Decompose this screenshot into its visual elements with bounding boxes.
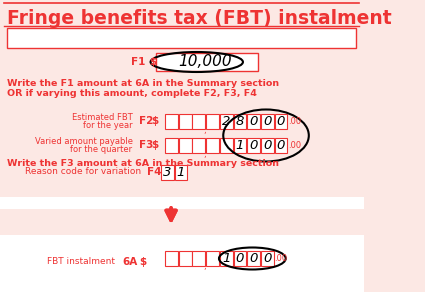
FancyBboxPatch shape xyxy=(165,138,178,153)
Text: 1: 1 xyxy=(222,252,230,265)
Text: FBT instalment: FBT instalment xyxy=(48,258,116,267)
FancyBboxPatch shape xyxy=(193,114,205,129)
FancyBboxPatch shape xyxy=(220,138,232,153)
FancyBboxPatch shape xyxy=(7,28,356,48)
FancyBboxPatch shape xyxy=(233,138,246,153)
FancyBboxPatch shape xyxy=(206,138,219,153)
FancyBboxPatch shape xyxy=(247,114,260,129)
Text: 6A: 6A xyxy=(122,257,138,267)
FancyBboxPatch shape xyxy=(0,197,363,209)
FancyBboxPatch shape xyxy=(0,235,363,292)
Text: $: $ xyxy=(150,57,157,67)
FancyBboxPatch shape xyxy=(261,114,274,129)
Text: $: $ xyxy=(151,116,159,126)
Text: F1: F1 xyxy=(131,57,145,67)
Text: 10,000: 10,000 xyxy=(178,55,232,69)
Text: ,: , xyxy=(203,263,206,272)
FancyBboxPatch shape xyxy=(261,251,274,266)
Text: 1: 1 xyxy=(236,139,244,152)
Text: Reason code for variation: Reason code for variation xyxy=(25,168,141,176)
Text: 2: 2 xyxy=(222,115,230,128)
Text: Varied amount payable: Varied amount payable xyxy=(34,136,133,145)
Text: for the year: for the year xyxy=(83,121,133,131)
Text: OR if varying this amount, complete F2, F3, F4: OR if varying this amount, complete F2, … xyxy=(7,88,257,98)
Text: for the quarter: for the quarter xyxy=(71,145,133,154)
FancyBboxPatch shape xyxy=(220,251,232,266)
FancyBboxPatch shape xyxy=(247,251,260,266)
Text: .00: .00 xyxy=(275,254,288,263)
Text: 0: 0 xyxy=(263,115,272,128)
Text: Estimated FBT: Estimated FBT xyxy=(72,112,133,121)
FancyBboxPatch shape xyxy=(165,251,178,266)
Text: F2: F2 xyxy=(139,116,153,126)
FancyBboxPatch shape xyxy=(275,114,287,129)
FancyBboxPatch shape xyxy=(179,114,192,129)
Text: 0: 0 xyxy=(236,252,244,265)
Text: 0: 0 xyxy=(249,115,258,128)
Text: F3: F3 xyxy=(139,140,153,150)
FancyBboxPatch shape xyxy=(161,165,174,180)
FancyBboxPatch shape xyxy=(233,114,246,129)
FancyBboxPatch shape xyxy=(233,251,246,266)
Text: F4: F4 xyxy=(147,167,162,177)
FancyBboxPatch shape xyxy=(275,138,287,153)
Text: 3: 3 xyxy=(163,166,171,179)
FancyBboxPatch shape xyxy=(261,138,274,153)
FancyBboxPatch shape xyxy=(193,138,205,153)
Text: 0: 0 xyxy=(277,139,285,152)
FancyBboxPatch shape xyxy=(179,251,192,266)
FancyBboxPatch shape xyxy=(179,138,192,153)
Text: 1: 1 xyxy=(177,166,185,179)
Text: Fringe benefits tax (FBT) instalment: Fringe benefits tax (FBT) instalment xyxy=(7,8,391,27)
Text: 0: 0 xyxy=(263,252,272,265)
Text: 0: 0 xyxy=(263,139,272,152)
Text: $: $ xyxy=(139,257,147,267)
Text: $: $ xyxy=(151,140,159,150)
FancyBboxPatch shape xyxy=(206,114,219,129)
FancyBboxPatch shape xyxy=(220,114,232,129)
FancyBboxPatch shape xyxy=(175,165,187,180)
Text: Write the F1 amount at 6A in the Summary section: Write the F1 amount at 6A in the Summary… xyxy=(7,79,279,88)
FancyBboxPatch shape xyxy=(156,53,258,71)
Text: Write the F3 amount at 6A in the Summary section: Write the F3 amount at 6A in the Summary… xyxy=(7,159,279,168)
Text: ,: , xyxy=(203,126,206,135)
FancyBboxPatch shape xyxy=(165,114,178,129)
Text: 0: 0 xyxy=(249,252,258,265)
Text: 8: 8 xyxy=(236,115,244,128)
FancyBboxPatch shape xyxy=(206,251,219,266)
Text: 0: 0 xyxy=(277,115,285,128)
FancyBboxPatch shape xyxy=(193,251,205,266)
FancyBboxPatch shape xyxy=(247,138,260,153)
Text: .00: .00 xyxy=(288,141,301,150)
Text: 0: 0 xyxy=(249,139,258,152)
Text: .00: .00 xyxy=(288,117,301,126)
Text: ,: , xyxy=(203,150,206,159)
